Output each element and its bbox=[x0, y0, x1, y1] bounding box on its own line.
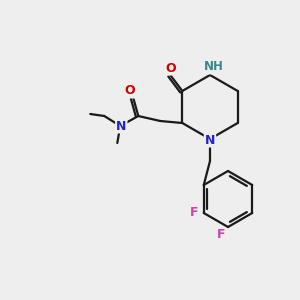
Text: F: F bbox=[217, 229, 225, 242]
Text: O: O bbox=[124, 85, 135, 98]
Text: N: N bbox=[116, 119, 127, 133]
Text: O: O bbox=[165, 61, 175, 74]
Text: F: F bbox=[190, 206, 198, 218]
Text: NH: NH bbox=[204, 61, 224, 74]
Text: N: N bbox=[205, 134, 215, 146]
